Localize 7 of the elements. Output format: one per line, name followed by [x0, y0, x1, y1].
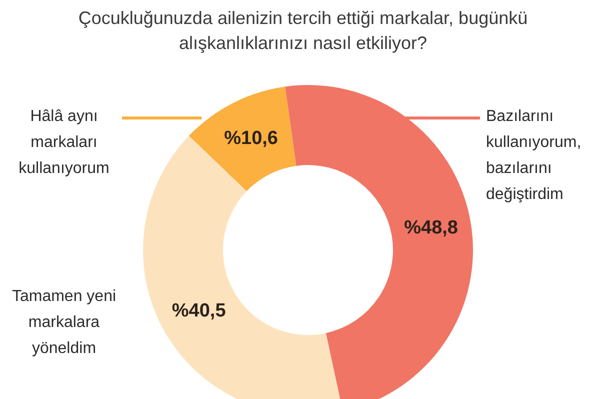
slice-label: Bazılarını kullanıyorum, bazılarını değiştirdim [486, 107, 582, 205]
data-label: %48,8 [404, 218, 458, 239]
chart-title: Çocukluğunuzda ailenizin tercih ettiği markalar, bugünkü alışkanlıklarınızı nasıl etkiliyor? [77, 7, 529, 55]
data-label: %10,6 [224, 128, 278, 150]
slice-label: Tamamen yeni markalara yöneldim [10, 287, 118, 359]
slice-label: Hâlâ aynı markaları kullanıyorum [18, 107, 110, 179]
data-label: %40,5 [172, 300, 226, 322]
